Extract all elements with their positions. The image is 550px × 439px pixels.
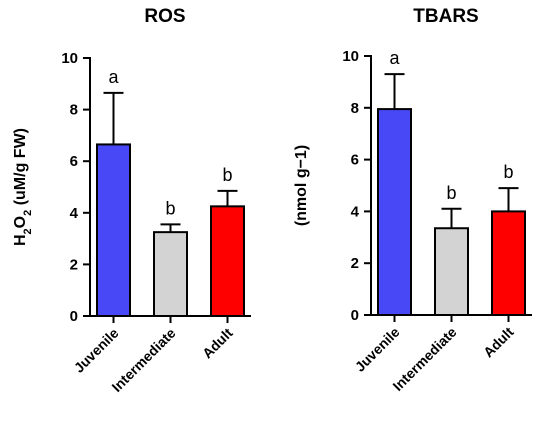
bar-intermediate [153,231,188,317]
y-axis-label-part: O [12,216,29,228]
y-tick-label: 0 [70,308,78,325]
category-label: Adult [199,325,236,362]
y-tick-label: 2 [351,255,359,272]
significance-letter: b [222,165,232,185]
y-tick-label: 6 [70,153,78,170]
y-tick-label: 10 [61,50,78,67]
y-axis-label-part: (nmol g−1) [293,145,310,226]
y-tick-label: 6 [351,152,359,169]
bar-adult [491,210,526,316]
y-tick-label: 8 [70,102,78,119]
y-tick-label: 4 [70,205,79,222]
significance-letter: b [503,162,513,182]
category-label: Juvenile [352,324,403,375]
chart-title: TBARS [413,6,478,27]
y-tick-label: 8 [351,100,359,117]
chart-title: ROS [144,6,185,27]
significance-letter: a [108,67,119,87]
bar-juvenile [96,143,131,317]
y-axis-label-part: 2 [22,210,34,216]
category-label: Juvenile [71,325,122,376]
significance-letter: a [389,48,400,68]
y-axis-label: H2O2 (uM/g FW) [12,128,34,246]
y-axis-label-part: H [12,234,29,246]
y-tick-label: 4 [351,203,360,220]
category-label: Adult [480,324,517,361]
y-tick-label: 2 [70,256,78,273]
y-tick-label: 0 [351,307,359,324]
y-axis-label: (nmol g−1) [293,145,310,226]
significance-letter: b [165,198,175,218]
y-tick-label: 10 [342,48,359,65]
significance-letter: b [446,183,456,203]
y-axis-label-part: 2 [22,228,34,234]
bar-intermediate [434,227,469,316]
bar-juvenile [377,108,412,316]
bar-adult [210,205,245,318]
y-axis-label-part: (uM/g FW) [12,128,29,210]
